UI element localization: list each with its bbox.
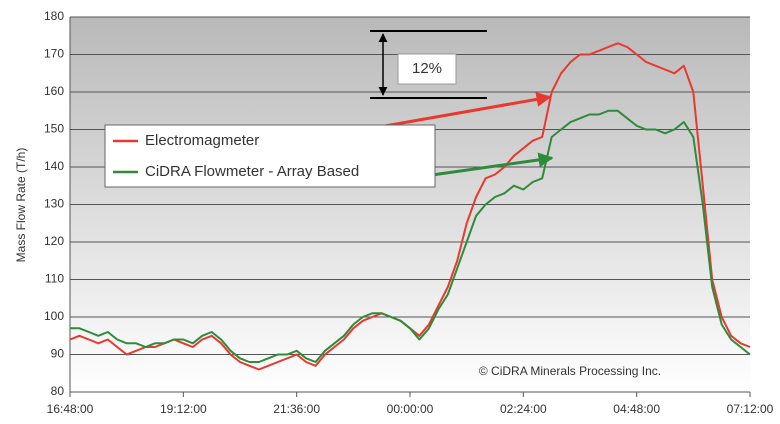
x-tick-label: 02:24:00 [500, 402, 547, 416]
y-tick-label: 160 [44, 84, 64, 98]
y-tick-label: 170 [44, 47, 64, 61]
legend-label: Electromagmeter [145, 132, 259, 149]
annotation-box [397, 53, 457, 85]
x-tick-label: 19:12:00 [160, 402, 207, 416]
x-tick-label: 21:36:00 [273, 402, 320, 416]
y-axis-label: Mass Flow Rate (T/h) [14, 148, 28, 263]
y-tick-label: 100 [44, 309, 64, 323]
y-tick-label: 120 [44, 234, 64, 248]
copyright: © CiDRA Minerals Processing Inc. [479, 364, 661, 378]
y-tick-label: 90 [51, 347, 65, 361]
y-tick-label: 180 [44, 9, 64, 23]
x-tick-label: 04:48:00 [613, 402, 660, 416]
legend-box [104, 124, 436, 188]
legend-label: CiDRA Flowmeter - Array Based [145, 163, 359, 180]
annotation: 12% [412, 60, 442, 77]
range-annotation: 12% [370, 30, 487, 99]
y-tick-label: 110 [45, 272, 64, 286]
y-tick-label: 140 [44, 159, 64, 173]
x-tick-label: 07:12:00 [727, 402, 774, 416]
y-tick-label: 150 [44, 122, 64, 136]
x-tick-label: 00:00:00 [387, 402, 434, 416]
x-tick-label: 16:48:00 [47, 402, 94, 416]
legend: Electromagmeter CiDRA Flowmeter - Array … [104, 124, 436, 188]
series-line [70, 109, 751, 363]
y-tick-label: 130 [44, 197, 64, 211]
series-lines [69, 42, 751, 371]
legend-pointer [431, 152, 554, 177]
y-tick-label: 80 [51, 384, 65, 398]
